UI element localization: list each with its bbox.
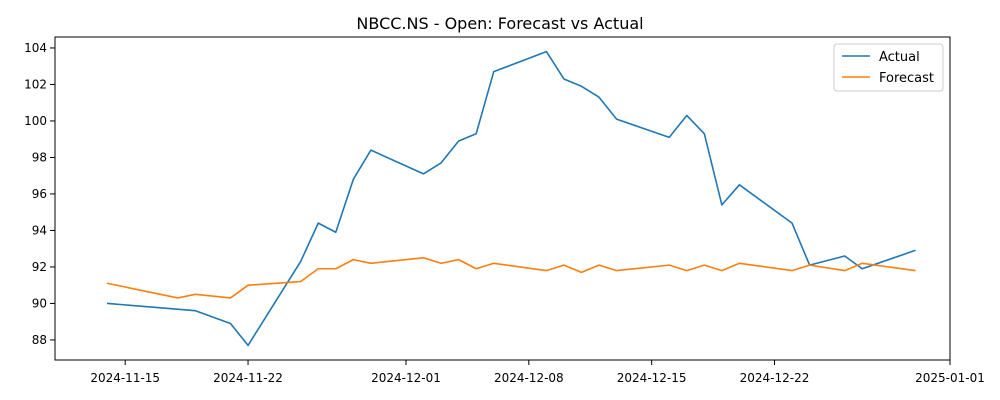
plot-area xyxy=(54,36,951,361)
series-line-forecast xyxy=(106,257,916,299)
x-tick-label: 2024-12-22 xyxy=(740,371,810,385)
y-tick-label: 102 xyxy=(24,77,47,91)
x-tick-label: 2024-12-01 xyxy=(371,371,441,385)
series-line-actual xyxy=(106,50,916,347)
y-axis: 88 90 92 94 96 98 100 102 104 xyxy=(24,41,55,347)
y-tick-label: 94 xyxy=(32,223,47,237)
y-tick-label: 100 xyxy=(24,114,47,128)
y-tick-label: 96 xyxy=(32,187,47,201)
legend: Actual Forecast xyxy=(833,43,944,92)
legend-items: Actual Forecast xyxy=(842,50,934,86)
legend-label-actual: Actual xyxy=(879,50,920,65)
y-tick-label: 104 xyxy=(24,41,47,55)
plot-frame xyxy=(54,36,951,361)
y-tick-label: 92 xyxy=(32,260,47,274)
x-tick-label: 2024-12-15 xyxy=(617,371,687,385)
x-tick-label: 2025-01-01 xyxy=(915,371,985,385)
series-layer xyxy=(106,50,916,347)
x-axis: 2024-11-15 2024-11-22 2024-12-01 2024-12-08… xyxy=(90,360,985,385)
y-tick-label: 90 xyxy=(32,296,47,310)
y-tick-label: 98 xyxy=(32,150,47,164)
legend-label-forecast: Forecast xyxy=(879,71,934,86)
x-tick-label: 2024-12-08 xyxy=(494,371,564,385)
x-tick-label: 2024-11-22 xyxy=(213,371,283,385)
x-tick-label: 2024-11-15 xyxy=(90,371,160,385)
y-tick-label: 88 xyxy=(32,333,47,347)
chart-title: NBCC.NS - Open: Forecast vs Actual xyxy=(356,14,643,33)
